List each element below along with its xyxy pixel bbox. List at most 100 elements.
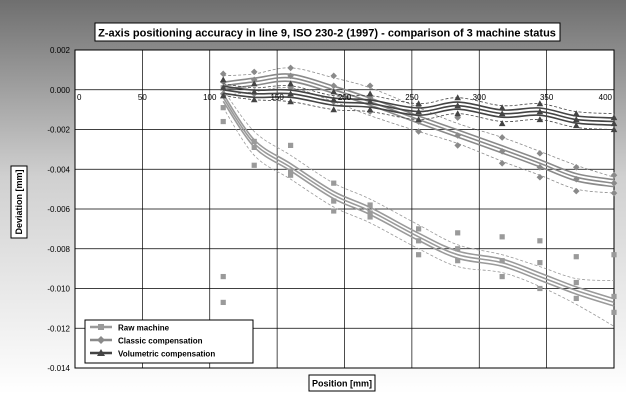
data-point (572, 122, 580, 129)
series-line (222, 97, 615, 304)
data-point (536, 163, 544, 171)
x-axis-label-box (308, 374, 376, 392)
data-point (220, 273, 226, 280)
x-tick-label: 0 (77, 93, 82, 102)
data-point (250, 88, 258, 95)
data-point (415, 100, 422, 107)
data-point (416, 252, 422, 258)
data-point (367, 210, 373, 216)
data-point (572, 110, 580, 117)
data-point (455, 246, 461, 252)
data-point (611, 252, 617, 258)
data-point (219, 92, 227, 99)
tick-labels: 0 50 100 150 200 250 300 350 400 0.002 0.000 -0.002… (47, 46, 612, 373)
y-axis-label-box (10, 165, 28, 239)
data-point (330, 88, 338, 95)
y-tick-label: -0.008 (47, 245, 70, 254)
data-point (536, 150, 544, 157)
y-tick-label: 0.002 (50, 46, 71, 55)
data-point (330, 96, 338, 103)
data-point (250, 96, 258, 103)
data-point (366, 98, 374, 105)
legend-marker-triangle (97, 349, 105, 356)
data-point (331, 208, 337, 214)
data-point (610, 189, 618, 197)
x-tick-label: 400 (599, 93, 613, 102)
data-point (219, 76, 227, 83)
series-raw-machine (220, 85, 617, 331)
y-tick-label: -0.010 (47, 285, 70, 294)
series-volumetric-compensation (219, 76, 618, 133)
data-point (611, 293, 617, 300)
data-point (220, 105, 226, 111)
data-point (454, 110, 461, 117)
y-axis-label: Deviation [mm] (14, 169, 24, 234)
x-tick-label: 300 (473, 93, 487, 102)
data-point (573, 279, 579, 286)
data-point (415, 128, 422, 135)
data-point (454, 132, 461, 139)
y-tick-label: -0.002 (47, 126, 70, 135)
chart-title: Z-axis positioning accuracy in line 9, I… (98, 28, 556, 40)
x-tick-label: 200 (338, 93, 352, 102)
data-point (572, 187, 580, 195)
data-point (610, 126, 618, 133)
data-point (416, 226, 422, 232)
y-tick-label: -0.012 (47, 324, 70, 333)
data-point (498, 120, 506, 127)
data-point (250, 68, 258, 76)
data-point (499, 234, 505, 240)
data-point (536, 100, 544, 107)
data-point (367, 214, 373, 220)
data-point (251, 144, 257, 150)
series-line (222, 93, 615, 300)
data-point (454, 142, 461, 149)
chart-title-box (94, 22, 561, 42)
data-point (498, 148, 506, 155)
data-point (366, 82, 374, 90)
data-point (415, 116, 422, 123)
series-lower-envelope (223, 87, 615, 194)
data-point (367, 202, 373, 208)
data-point (498, 159, 506, 167)
data-point (498, 104, 506, 111)
data-point (537, 238, 543, 244)
legend-marker-square (98, 324, 104, 330)
data-point (610, 171, 618, 179)
data-point (416, 238, 422, 244)
series-upper-envelope (222, 89, 615, 281)
data-point (498, 134, 506, 141)
series-line (223, 85, 615, 119)
data-point (250, 76, 258, 84)
data-point (251, 162, 257, 168)
data-point (288, 172, 294, 178)
data-point (331, 198, 337, 204)
data-point (330, 82, 338, 90)
data-point (536, 116, 544, 123)
data-point (610, 179, 618, 187)
data-point (330, 106, 338, 113)
y-tick-label: -0.014 (47, 364, 70, 373)
data-point (537, 285, 543, 292)
data-point (536, 108, 544, 115)
legend-label-classic: Classic compensation (118, 337, 203, 346)
data-point (287, 72, 294, 80)
data-point (455, 230, 461, 236)
y-tick-label: -0.006 (47, 205, 70, 214)
y-tick-label: 0.000 (50, 86, 71, 95)
data-point (572, 116, 580, 123)
data-point (611, 309, 617, 315)
x-tick-label: 350 (540, 93, 554, 102)
data-point (287, 80, 294, 87)
data-point (366, 90, 374, 97)
data-point (499, 258, 505, 264)
data-point (331, 180, 337, 186)
data-point (288, 168, 294, 174)
data-point (219, 70, 227, 78)
series-lower-envelope (222, 107, 615, 327)
legend-label-volumetric: Volumetric compensation (118, 350, 215, 359)
data-point (536, 173, 544, 181)
legend-label-raw: Raw machine (118, 324, 170, 333)
data-point (573, 295, 579, 302)
